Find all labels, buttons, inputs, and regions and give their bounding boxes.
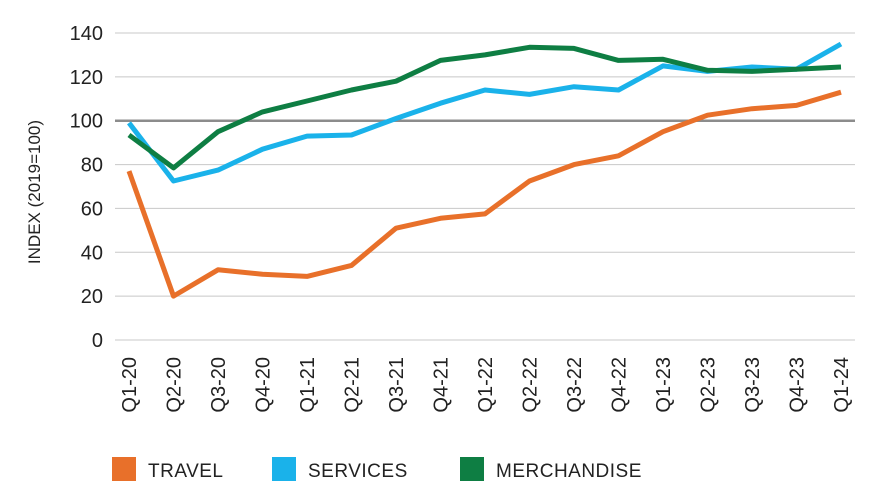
x-tick-label: Q1-20 xyxy=(119,357,141,413)
y-tick-label: 20 xyxy=(81,286,103,308)
series-line-travel xyxy=(126,89,842,299)
series-line-merchandise xyxy=(127,44,842,171)
legend-swatch xyxy=(112,457,136,481)
y-tick-label: 140 xyxy=(70,23,103,45)
y-tick-label: 60 xyxy=(81,198,103,220)
x-tick-label: Q4-21 xyxy=(431,357,453,413)
x-tick-label: Q3-22 xyxy=(564,357,586,413)
gridlines xyxy=(115,32,855,341)
x-tick-label: Q4-20 xyxy=(253,357,275,413)
x-tick-label: Q3-23 xyxy=(742,357,764,413)
x-tick-label: Q2-22 xyxy=(520,357,542,413)
x-tick-label: Q1-24 xyxy=(831,357,853,413)
legend-label: MERCHANDISE xyxy=(496,461,642,482)
legend-item-services: SERVICES xyxy=(272,457,408,482)
y-axis-title: INDEX (2019=100) xyxy=(25,120,44,264)
x-tick-label: Q4-23 xyxy=(787,357,809,413)
legend: TRAVEL SERVICES MERCHANDISE xyxy=(112,457,642,482)
x-tick-label: Q2-20 xyxy=(164,357,186,413)
y-tick-label: 120 xyxy=(70,67,103,89)
x-tick-label: Q4-22 xyxy=(609,357,631,413)
x-tick-label: Q2-21 xyxy=(342,357,364,413)
x-tick-label: Q1-23 xyxy=(653,357,675,413)
x-tick-label: Q1-21 xyxy=(297,357,319,413)
legend-item-merchandise: MERCHANDISE xyxy=(460,457,642,482)
y-tick-label: 80 xyxy=(81,155,103,177)
y-tick-label: 0 xyxy=(92,330,103,352)
x-axis-ticks: Q1-20 Q2-20 Q3-20 Q4-20 Q1-21 Q2-21 Q3-21 Q4-21… xyxy=(119,357,853,413)
legend-swatch xyxy=(460,457,484,481)
legend-item-travel: TRAVEL xyxy=(112,457,224,482)
legend-label: TRAVEL xyxy=(148,461,224,482)
x-tick-label: Q3-20 xyxy=(208,357,230,413)
x-tick-label: Q2-23 xyxy=(698,357,720,413)
x-tick-label: Q3-21 xyxy=(386,357,408,413)
y-axis-ticks: 0 20 40 60 80 100 120 140 xyxy=(70,23,103,352)
legend-label: SERVICES xyxy=(308,461,408,482)
x-tick-label: Q1-22 xyxy=(475,357,497,413)
y-tick-label: 100 xyxy=(70,111,103,133)
y-tick-label: 40 xyxy=(81,242,103,264)
legend-swatch xyxy=(272,457,296,481)
series-lines xyxy=(126,41,843,299)
